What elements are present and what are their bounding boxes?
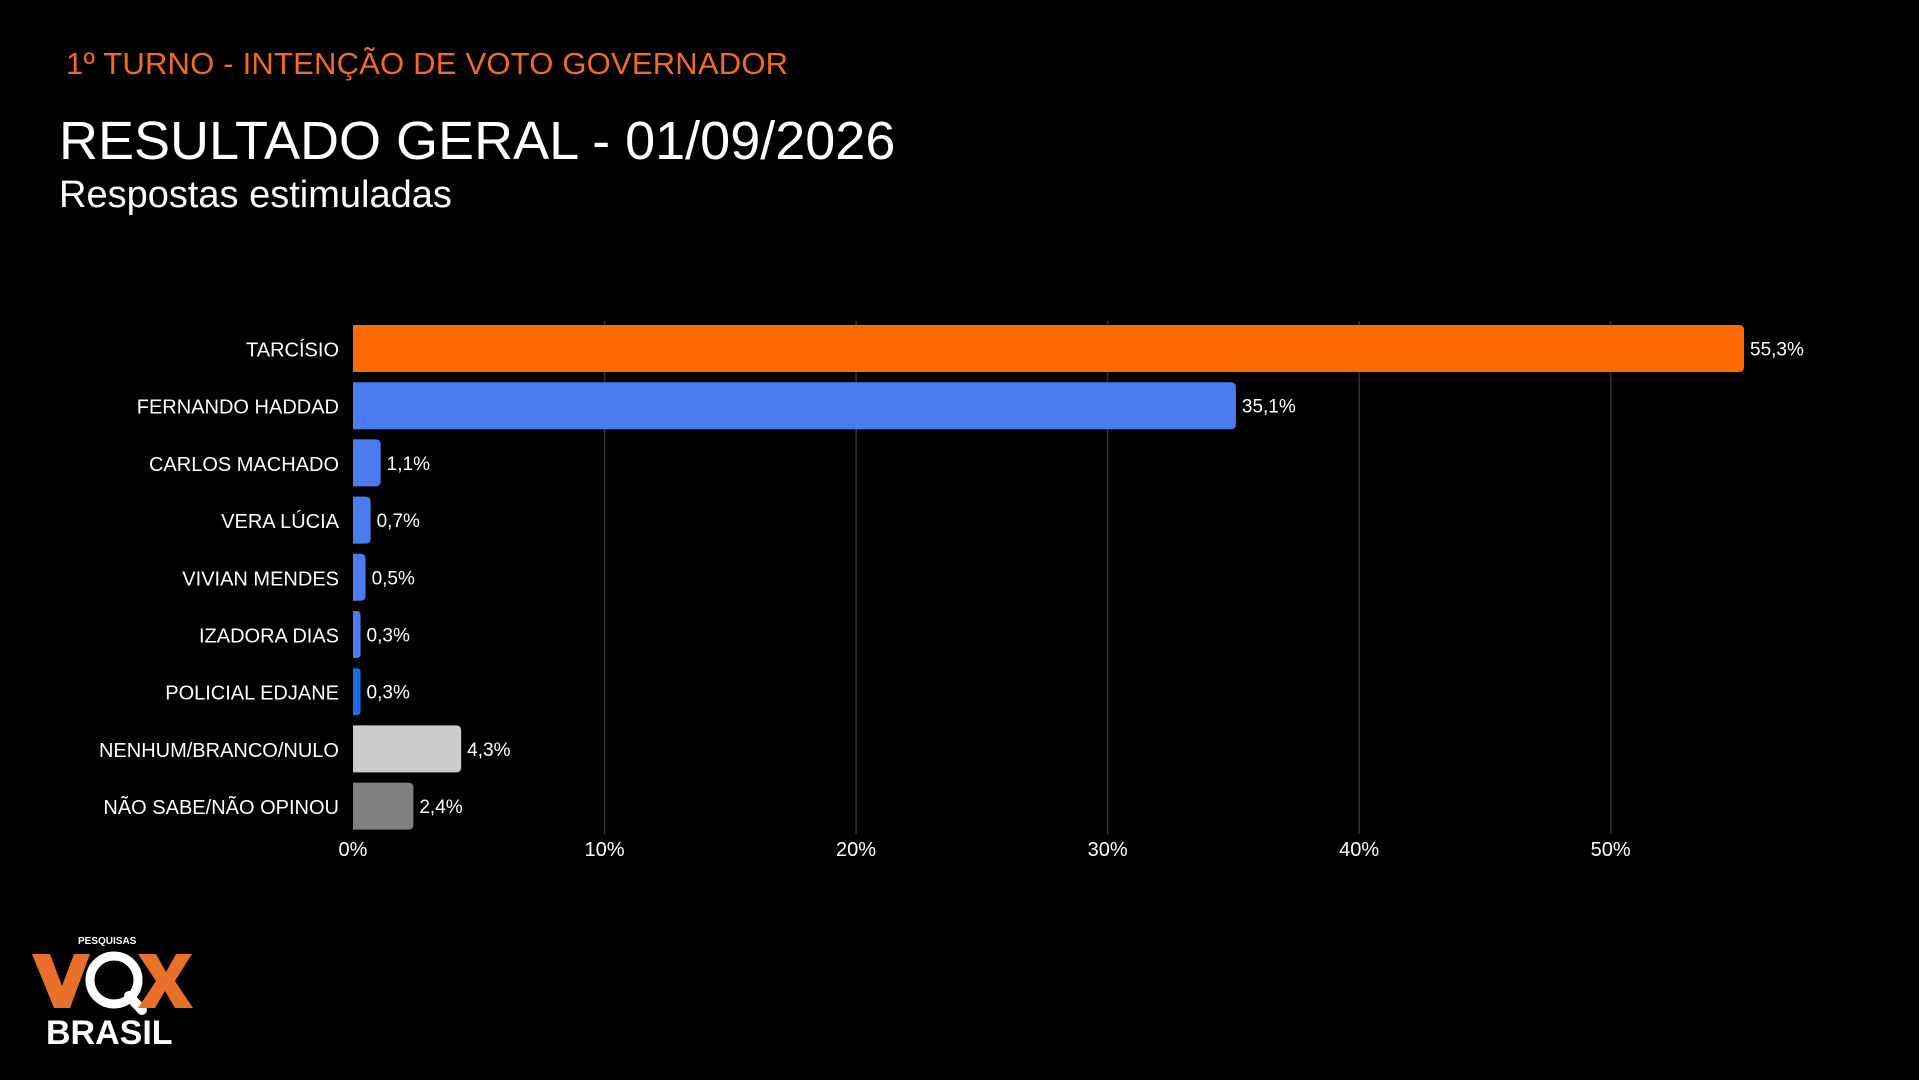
category-label: CARLOS MACHADO — [149, 454, 339, 476]
value-label: 55,3% — [1750, 340, 1804, 361]
bar — [353, 725, 462, 773]
category-label: IZADORA DIAS — [199, 626, 339, 648]
bar — [353, 611, 361, 658]
x-tick-label: 50% — [1591, 839, 1631, 861]
x-tick-label: 30% — [1088, 839, 1128, 861]
value-label: 0,3% — [367, 626, 410, 647]
category-label: VIVIAN MENDES — [182, 568, 339, 590]
bar — [353, 668, 361, 716]
chart-eyebrow: 1º TURNO - INTENÇÃO DE VOTO GOVERNADOR — [66, 46, 789, 81]
value-label: 2,4% — [419, 797, 462, 818]
logo-top-text: PESQUISAS — [78, 936, 137, 947]
value-label: 0,5% — [372, 568, 415, 589]
category-label: FERNANDO HADDAD — [137, 397, 339, 419]
bar — [353, 439, 381, 487]
x-tick-label: 20% — [836, 839, 876, 861]
x-tick-label: 40% — [1339, 839, 1379, 861]
category-label: NENHUM/BRANCO/NULO — [99, 740, 339, 762]
vox-brasil-logo: PESQUISAS BRASIL — [32, 936, 193, 1052]
category-label: TARCÍSIO — [246, 339, 339, 362]
bar — [353, 382, 1236, 430]
value-label: 4,3% — [467, 740, 510, 761]
value-label: 1,1% — [387, 454, 430, 475]
x-tick-label: 10% — [585, 839, 625, 861]
logo-v-glyph — [32, 954, 90, 1008]
logo-x-glyph — [138, 954, 193, 1008]
value-label: 0,7% — [377, 511, 420, 532]
value-label: 35,1% — [1242, 397, 1296, 418]
chart-subtitle: Respostas estimuladas — [59, 174, 452, 216]
x-tick-label: 0% — [339, 839, 368, 861]
value-label: 0,3% — [367, 683, 410, 704]
category-label: NÃO SABE/NÃO OPINOU — [103, 795, 339, 819]
category-label: POLICIAL EDJANE — [165, 683, 339, 705]
bar — [353, 325, 1744, 372]
bar — [353, 553, 366, 601]
chart-title: RESULTADO GERAL - 01/09/2026 — [59, 111, 896, 171]
category-label: VERA LÚCIA — [221, 510, 339, 533]
bar — [353, 782, 414, 830]
bar — [353, 496, 371, 544]
logo-bottom-text: BRASIL — [46, 1014, 173, 1052]
logo-magnifier-glyph — [85, 951, 143, 1009]
